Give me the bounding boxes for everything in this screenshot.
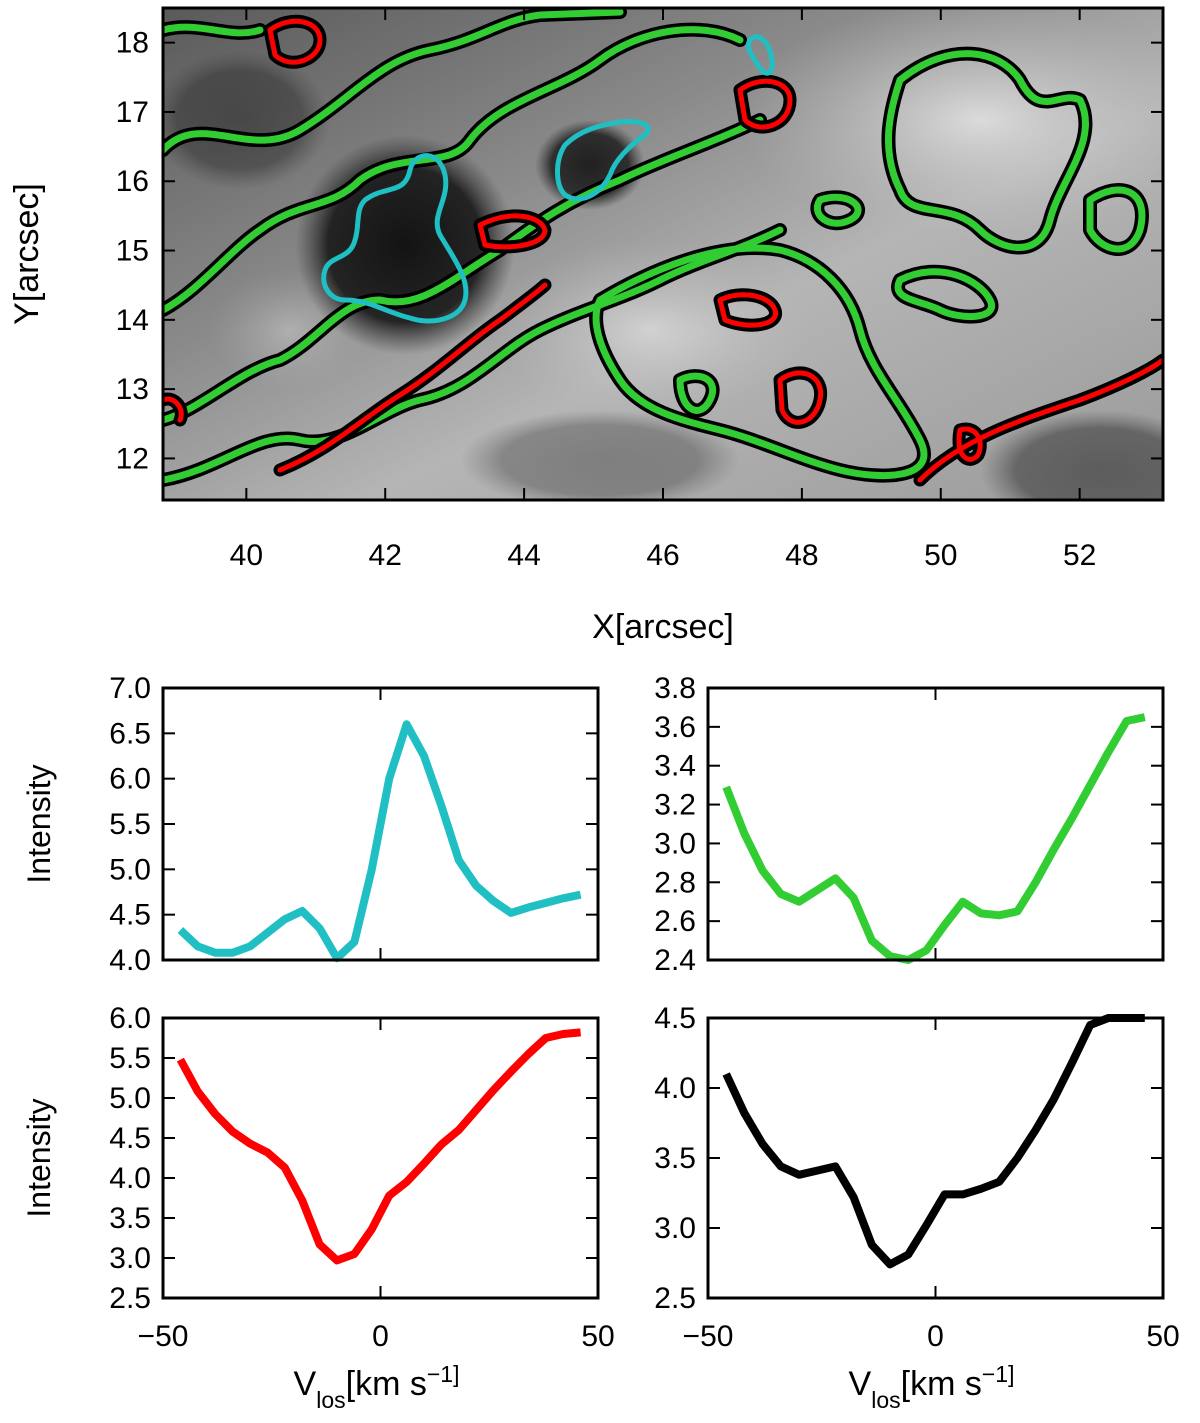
panel-ytick-label: 3.2 bbox=[654, 789, 696, 822]
map-x-axis-label: X[arcsec] bbox=[592, 608, 734, 646]
panel-ytick-label: 2.5 bbox=[654, 1282, 696, 1315]
map-ytick-label: 15 bbox=[116, 235, 149, 268]
profile-panel-2: 2.4 2.6 2.8 3.0 3.2 3.4 3.6 3.8 bbox=[654, 672, 1165, 977]
panel-xtick-label: 0 bbox=[372, 1320, 389, 1353]
map-ytick-label: 18 bbox=[116, 27, 149, 60]
panel-xtick-label: −50 bbox=[683, 1320, 734, 1353]
red-contours bbox=[163, 14, 1163, 487]
panel-ytick-label: 6.0 bbox=[109, 1002, 151, 1035]
map-panel: 40 42 44 46 48 50 52 12 13 14 15 16 17 18 X[arcsec] Y[a… bbox=[8, 6, 1165, 646]
panel-ytick-label: 5.5 bbox=[109, 1042, 151, 1075]
panel-frame bbox=[161, 1016, 600, 1300]
map-xtick-label: 52 bbox=[1063, 539, 1096, 572]
panel-ytick-label: 2.8 bbox=[654, 866, 696, 899]
profile-line-3 bbox=[176, 1028, 581, 1265]
map-ytick-label: 17 bbox=[116, 96, 149, 129]
map-xtick-label: 42 bbox=[369, 539, 402, 572]
profile-line-2 bbox=[722, 713, 1146, 964]
panel-ytick-label: 4.0 bbox=[109, 944, 151, 977]
panel-frame bbox=[706, 686, 1165, 962]
panel-ytick-label: 2.6 bbox=[654, 905, 696, 938]
profile-panel-3: 2.5 3.0 3.5 4.0 4.5 5.0 5.5 6.0 −50 0 50 Intensity V… bbox=[21, 1002, 615, 1413]
panel-ytick-label: 7.0 bbox=[109, 672, 151, 705]
panel-ytick-label: 4.5 bbox=[654, 1002, 696, 1035]
panel-ytick-label: 3.5 bbox=[654, 1142, 696, 1175]
panel-ytick-label: 3.6 bbox=[654, 711, 696, 744]
map-xtick-label: 40 bbox=[230, 539, 263, 572]
map-ytick-label: 12 bbox=[116, 442, 149, 475]
profile-panel-4: 2.5 3.0 3.5 4.0 4.5 −50 0 50 Vlos[km s−1] bbox=[654, 1002, 1179, 1413]
panel-ytick-label: 4.0 bbox=[654, 1072, 696, 1105]
panel-ytick-label: 5.0 bbox=[109, 853, 151, 886]
cyan-contours bbox=[321, 34, 775, 324]
map-xtick-label: 46 bbox=[646, 539, 679, 572]
panel-ytick-label: 3.4 bbox=[654, 750, 696, 783]
map-ytick-label: 13 bbox=[116, 373, 149, 406]
panel-ytick-label: 3.8 bbox=[654, 672, 696, 705]
panel-y-axis-label: Intensity bbox=[21, 1098, 57, 1217]
profile-panel-1: 4.0 4.5 5.0 5.5 6.0 6.5 7.0 Intensity bbox=[21, 672, 600, 977]
panel-ytick-label: 2.4 bbox=[654, 944, 696, 977]
panel-ytick-label: 3.0 bbox=[654, 827, 696, 860]
panel-ytick-label: 5.0 bbox=[109, 1082, 151, 1115]
panel-xtick-label: −50 bbox=[138, 1320, 189, 1353]
map-ytick-label: 16 bbox=[116, 165, 149, 198]
panel-ytick-label: 5.5 bbox=[109, 808, 151, 841]
panel-ytick-label: 3.0 bbox=[109, 1242, 151, 1275]
panel-xtick-label: 50 bbox=[1146, 1320, 1179, 1353]
panel-y-axis-label: Intensity bbox=[21, 764, 57, 883]
map-xtick-label: 44 bbox=[507, 539, 540, 572]
profile-line-1 bbox=[177, 720, 582, 963]
panel-xtick-label: 50 bbox=[581, 1320, 614, 1353]
intensity-image bbox=[163, 8, 1163, 500]
panel-ytick-label: 6.0 bbox=[109, 763, 151, 796]
panel-x-axis-label: Vlos[km s−1] bbox=[849, 1361, 1015, 1413]
panel-ytick-label: 3.5 bbox=[109, 1202, 151, 1235]
panel-ytick-label: 4.0 bbox=[109, 1162, 151, 1195]
panel-ytick-label: 3.0 bbox=[654, 1212, 696, 1245]
panel-x-axis-label: Vlos[km s−1] bbox=[294, 1361, 460, 1413]
map-axes: 40 42 44 46 48 50 52 12 13 14 15 16 17 18 X[arcsec] Y[a… bbox=[8, 8, 1163, 646]
map-xtick-label: 48 bbox=[785, 539, 818, 572]
panel-ytick-label: 4.5 bbox=[109, 1122, 151, 1155]
map-xtick-label: 50 bbox=[924, 539, 957, 572]
panel-ytick-label: 4.5 bbox=[109, 899, 151, 932]
panel-ytick-label: 2.5 bbox=[109, 1282, 151, 1315]
panel-xtick-label: 0 bbox=[927, 1320, 944, 1353]
map-ytick-label: 14 bbox=[116, 304, 149, 337]
green-contours bbox=[163, 8, 1149, 487]
profile-panels: 4.0 4.5 5.0 5.5 6.0 6.5 7.0 Intensity 2.4 2.6 2.8 3… bbox=[21, 672, 1180, 1413]
profile-line-4 bbox=[722, 1014, 1145, 1269]
map-y-axis-label: Y[arcsec] bbox=[8, 183, 46, 325]
panel-ytick-label: 6.5 bbox=[109, 717, 151, 750]
